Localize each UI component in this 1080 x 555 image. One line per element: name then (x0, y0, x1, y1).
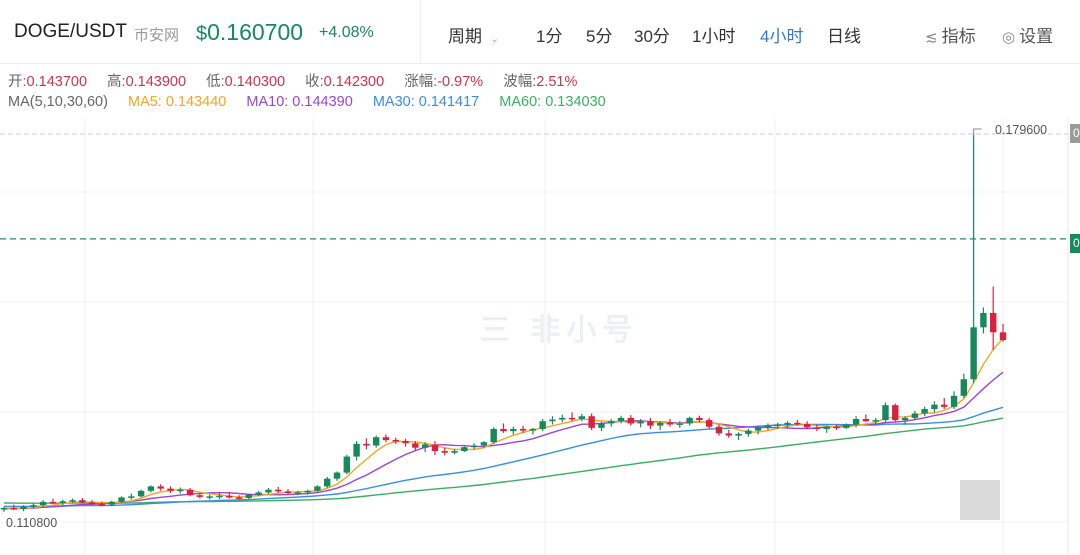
watermark: 三 非小号 (480, 314, 639, 347)
placeholder-box (960, 480, 1000, 520)
timeframe-1d[interactable]: 日线 (827, 27, 861, 46)
chevron-down-icon: ⌄ (490, 33, 500, 45)
settings-button[interactable]: ◎ 设置 (1002, 27, 1054, 46)
line-chart-icon: ≲ (925, 29, 938, 46)
indicators-button[interactable]: ≲ 指标 (925, 27, 976, 46)
current-price: $0.160700 (196, 19, 304, 45)
change-value: -0.97% (437, 74, 484, 90)
divider (420, 0, 421, 64)
ma-legend: MA(5,10,30,60) MA5: 0.143440 MA10: 0.144… (8, 94, 622, 110)
gear-icon: ◎ (1002, 29, 1016, 46)
max-price-label: 0.179600 (995, 123, 1048, 137)
ohlc-info: 开:0.143700 高:0.143900 低:0.140300 收:0.142… (8, 74, 578, 90)
trading-pair: DOGE/USDT (14, 21, 127, 42)
ma-title: MA(5,10,30,60) (8, 94, 108, 110)
current-price-tag: 0 (1070, 234, 1080, 253)
max-price-tag: 0 (1070, 124, 1080, 143)
exchange-name: 币安网 (134, 27, 180, 44)
header-bar: DOGE/USDT 币安网 $0.160700 +4.08% 周期 ⌄ 1分 5分… (0, 0, 1080, 64)
price-change: +4.08% (319, 24, 374, 41)
low-value: 0.140300 (224, 74, 286, 90)
high-value: 0.143900 (125, 74, 187, 90)
timeframe-30m[interactable]: 30分 (634, 27, 670, 46)
ma10-value: MA10: 0.144390 (246, 94, 353, 110)
timeframe-4h[interactable]: 4小时 (760, 27, 804, 46)
ma5-value: MA5: 0.143440 (127, 94, 227, 110)
timeframe-5m[interactable]: 5分 (586, 27, 613, 46)
timeframe-1h[interactable]: 1小时 (692, 27, 736, 46)
amplitude-value: 2.51% (536, 74, 578, 90)
open-value: 0.143700 (26, 74, 88, 90)
timeframe-1m[interactable]: 1分 (536, 27, 563, 46)
ma60-value: MA60: 0.134030 (499, 94, 606, 110)
ma30-value: MA30: 0.141417 (372, 94, 480, 110)
candlestick-chart[interactable] (0, 118, 1080, 555)
min-price-label: 0.110800 (6, 516, 58, 530)
close-value: 0.142300 (323, 74, 385, 90)
period-dropdown[interactable]: 周期 ⌄ (448, 27, 500, 46)
